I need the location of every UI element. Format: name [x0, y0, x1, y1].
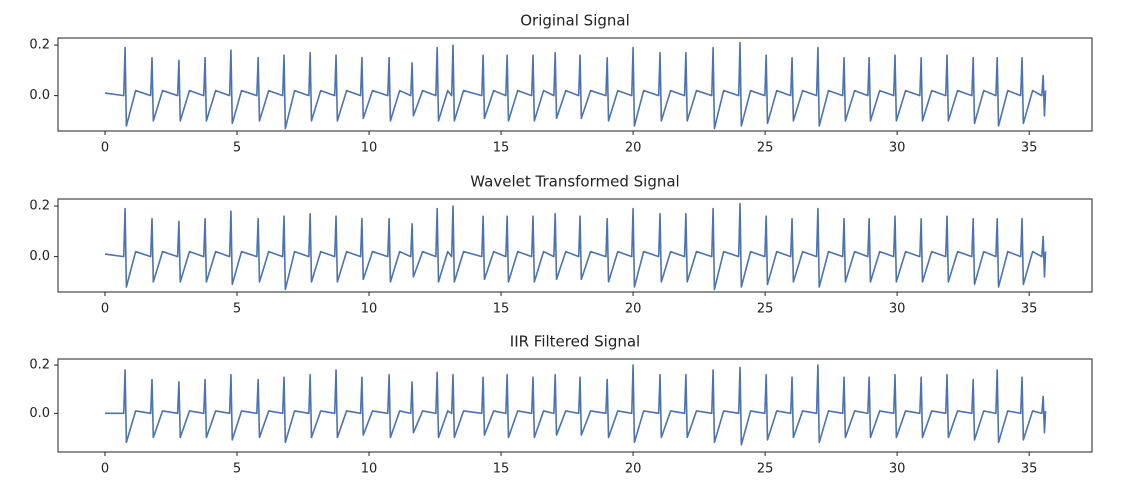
x-tick-label: 20 [625, 302, 642, 317]
x-tick-label: 15 [493, 141, 510, 156]
y-tick-label: 0.0 [29, 249, 50, 264]
chart-title: Original Signal [520, 12, 630, 30]
x-tick-label: 10 [361, 141, 378, 156]
x-tick-label: 15 [493, 462, 510, 477]
y-tick-label: 0.0 [29, 406, 50, 421]
x-tick-label: 20 [625, 141, 642, 156]
x-tick-label: 35 [1021, 302, 1038, 317]
y-tick-label: 0.0 [29, 88, 50, 103]
x-tick-label: 30 [889, 141, 906, 156]
axes-frame [57, 358, 1093, 453]
x-tick-label: 0 [101, 462, 109, 477]
x-tick-label: 10 [361, 462, 378, 477]
x-tick-label: 25 [757, 462, 774, 477]
signal-line [105, 364, 1047, 446]
axes-frame [57, 37, 1093, 132]
x-tick-label: 25 [757, 141, 774, 156]
chart-title: Wavelet Transformed Signal [470, 173, 679, 191]
x-tick-label: 15 [493, 302, 510, 317]
chart-title: IIR Filtered Signal [510, 333, 640, 351]
x-tick-label: 0 [101, 302, 109, 317]
x-tick-label: 35 [1021, 141, 1038, 156]
y-tick-label: 0.2 [29, 38, 50, 53]
x-tick-label: 5 [233, 302, 241, 317]
x-tick-label: 35 [1021, 462, 1038, 477]
x-tick-label: 30 [889, 462, 906, 477]
y-tick-label: 0.2 [29, 358, 50, 373]
x-tick-label: 0 [101, 141, 109, 156]
x-tick-label: 25 [757, 302, 774, 317]
x-tick-label: 20 [625, 462, 642, 477]
x-tick-label: 5 [233, 141, 241, 156]
signal-line [104, 202, 1047, 291]
signal-line [104, 41, 1047, 130]
x-tick-label: 5 [233, 462, 241, 477]
y-tick-label: 0.2 [29, 199, 50, 214]
x-tick-label: 30 [889, 302, 906, 317]
axes-frame [57, 198, 1093, 293]
x-tick-label: 10 [361, 302, 378, 317]
